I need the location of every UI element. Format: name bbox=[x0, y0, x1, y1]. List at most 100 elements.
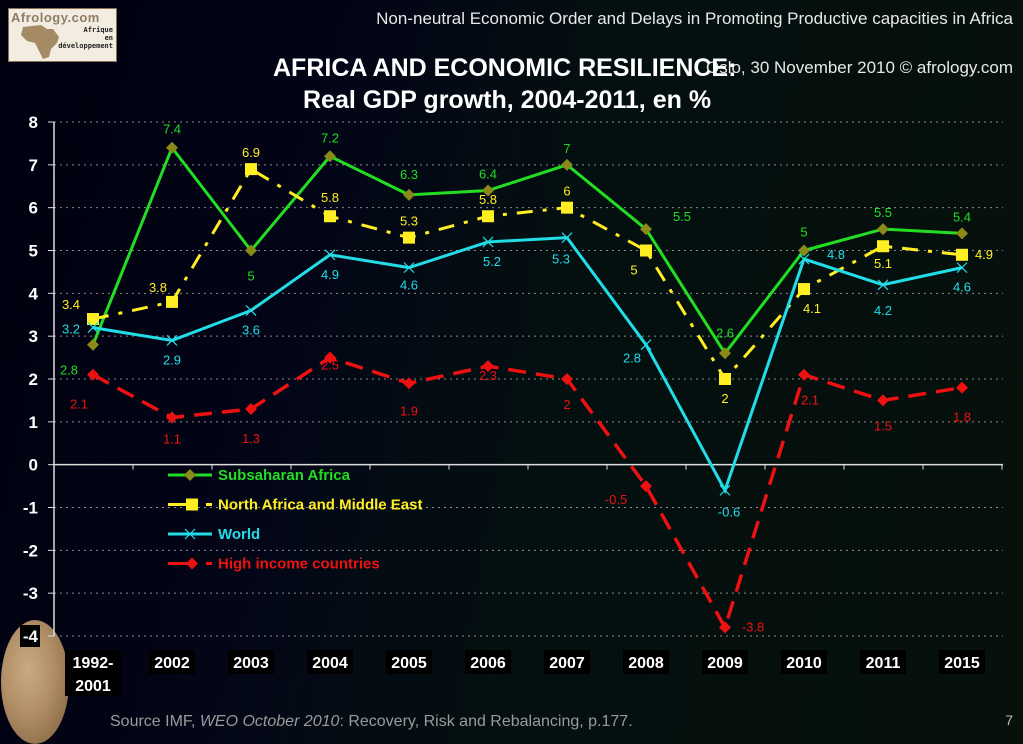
y-tick-label: 0 bbox=[29, 456, 38, 475]
x-tick-label-line: 2001 bbox=[75, 678, 111, 695]
x-marker-stroke bbox=[877, 279, 889, 291]
data-label: 1.8 bbox=[953, 410, 971, 425]
data-point bbox=[640, 339, 652, 351]
conference-title: Non-neutral Economic Order and Delays in… bbox=[376, 9, 1013, 28]
x-marker-stroke bbox=[640, 339, 652, 351]
y-tick-label: 3 bbox=[29, 327, 38, 346]
data-label: 5.8 bbox=[321, 190, 339, 205]
source-suffix: : Recovery, Risk and Rebalancing, p.177. bbox=[339, 713, 633, 730]
data-label: 5 bbox=[630, 263, 637, 278]
data-point bbox=[561, 201, 573, 214]
x-tick-label: 2008 bbox=[628, 655, 664, 672]
y-tick-label: -4 bbox=[23, 627, 39, 646]
data-label: 5 bbox=[247, 269, 254, 284]
data-point bbox=[956, 262, 968, 274]
data-point bbox=[640, 244, 652, 257]
data-label: 5.5 bbox=[673, 209, 691, 224]
data-label: 5.3 bbox=[400, 214, 418, 229]
data-point bbox=[877, 223, 889, 236]
series-line-subsaharan-africa bbox=[91, 144, 963, 356]
data-point bbox=[166, 335, 178, 346]
x-marker-stroke bbox=[561, 232, 573, 244]
y-tick-label: -1 bbox=[23, 499, 38, 518]
legend-label: Subsaharan Africa bbox=[218, 467, 351, 484]
legend: Subsaharan Africa North Africa and Middle… bbox=[168, 467, 422, 573]
data-label: 5 bbox=[800, 225, 807, 240]
logo-tagline: Afrique en développement bbox=[58, 26, 113, 50]
legend-item: High income countries bbox=[168, 556, 380, 573]
x-marker-stroke bbox=[166, 335, 178, 346]
axes bbox=[48, 121, 1003, 637]
data-label: 1.5 bbox=[874, 418, 892, 433]
data-point bbox=[719, 621, 731, 634]
data-label: 2 bbox=[563, 397, 570, 412]
data-label: 6.4 bbox=[479, 167, 497, 182]
x-tick-label-bg bbox=[860, 650, 906, 674]
x-tick-label: 2010 bbox=[786, 655, 822, 672]
x-marker-stroke bbox=[245, 305, 257, 316]
x-tick-label-bg bbox=[149, 650, 195, 674]
data-point bbox=[87, 338, 99, 351]
data-point bbox=[956, 227, 968, 240]
legend-marker bbox=[184, 469, 196, 481]
x-tick-label: 2003 bbox=[233, 655, 269, 672]
x-marker-stroke bbox=[184, 528, 196, 540]
source-note: Source IMF, WEO October 2010: Recovery, … bbox=[110, 713, 633, 731]
data-label: 1.9 bbox=[400, 403, 418, 418]
x-tick-label: 2002 bbox=[154, 655, 190, 672]
data-label: 4.6 bbox=[400, 278, 418, 293]
data-point bbox=[403, 377, 415, 390]
data-point bbox=[561, 158, 573, 171]
data-point bbox=[403, 231, 415, 244]
data-label: 1.3 bbox=[242, 431, 260, 446]
legend-item: North Africa and Middle East bbox=[168, 497, 422, 514]
data-label: 7.2 bbox=[321, 130, 339, 145]
legend-item: World bbox=[168, 526, 260, 543]
data-point bbox=[877, 240, 889, 253]
legend-label: High income countries bbox=[218, 556, 380, 573]
data-label: 3.4 bbox=[62, 297, 80, 312]
data-label: 4.9 bbox=[975, 247, 993, 262]
x-tick-label: 1992- 2001 bbox=[73, 655, 114, 695]
data-label: 2.1 bbox=[801, 393, 819, 408]
x-tick-label-line: 1992- bbox=[73, 655, 114, 672]
data-label: 5.4 bbox=[953, 209, 971, 224]
data-label: 2.8 bbox=[623, 351, 641, 366]
y-tick-label: -3 bbox=[23, 584, 38, 603]
series-line-north-africa-and-middle-east bbox=[92, 167, 963, 382]
logo-tagline-line: en bbox=[104, 34, 113, 42]
data-label: 2 bbox=[721, 391, 728, 406]
data-label: -0.6 bbox=[718, 504, 740, 519]
data-label: 6.9 bbox=[242, 145, 260, 160]
y-tick-labels: 8 7 6 5 4 3 2 1 0 -1 -2 -3 -4 bbox=[20, 113, 40, 647]
source-title: WEO October 2010 bbox=[199, 713, 340, 730]
series-lines bbox=[87, 141, 968, 634]
y-tick-label: 4 bbox=[29, 284, 39, 303]
x-tick-label: 2009 bbox=[707, 655, 743, 672]
y-tick-label: 2 bbox=[29, 370, 38, 389]
x-marker-stroke bbox=[482, 236, 494, 248]
data-label: 5.8 bbox=[479, 192, 497, 207]
data-point bbox=[324, 351, 336, 364]
y-tick-label: 1 bbox=[29, 413, 38, 432]
logo-tagline-line: Afrique bbox=[83, 26, 113, 34]
data-point bbox=[877, 394, 889, 407]
x-tick-label-bg bbox=[386, 650, 432, 674]
data-label: 4.9 bbox=[321, 267, 339, 282]
data-label: 4.8 bbox=[827, 247, 845, 262]
data-point bbox=[482, 360, 494, 373]
event-line: Oslo, 30 November 2010 © afrology.com bbox=[705, 58, 1013, 77]
data-point bbox=[87, 322, 99, 334]
legend-marker bbox=[186, 557, 198, 570]
x-marker-stroke bbox=[798, 253, 810, 265]
data-point bbox=[324, 210, 336, 223]
chart-subtitle: Real GDP growth, 2004-2011, en % bbox=[303, 86, 712, 114]
data-point bbox=[166, 411, 178, 424]
x-marker-stroke bbox=[87, 322, 99, 334]
data-label: 7 bbox=[563, 141, 570, 156]
data-point bbox=[956, 381, 968, 394]
legend-item: Subsaharan Africa bbox=[168, 467, 351, 484]
legend-label: North Africa and Middle East bbox=[218, 497, 422, 514]
x-marker-stroke bbox=[403, 262, 415, 274]
grid-lines bbox=[54, 121, 1003, 637]
